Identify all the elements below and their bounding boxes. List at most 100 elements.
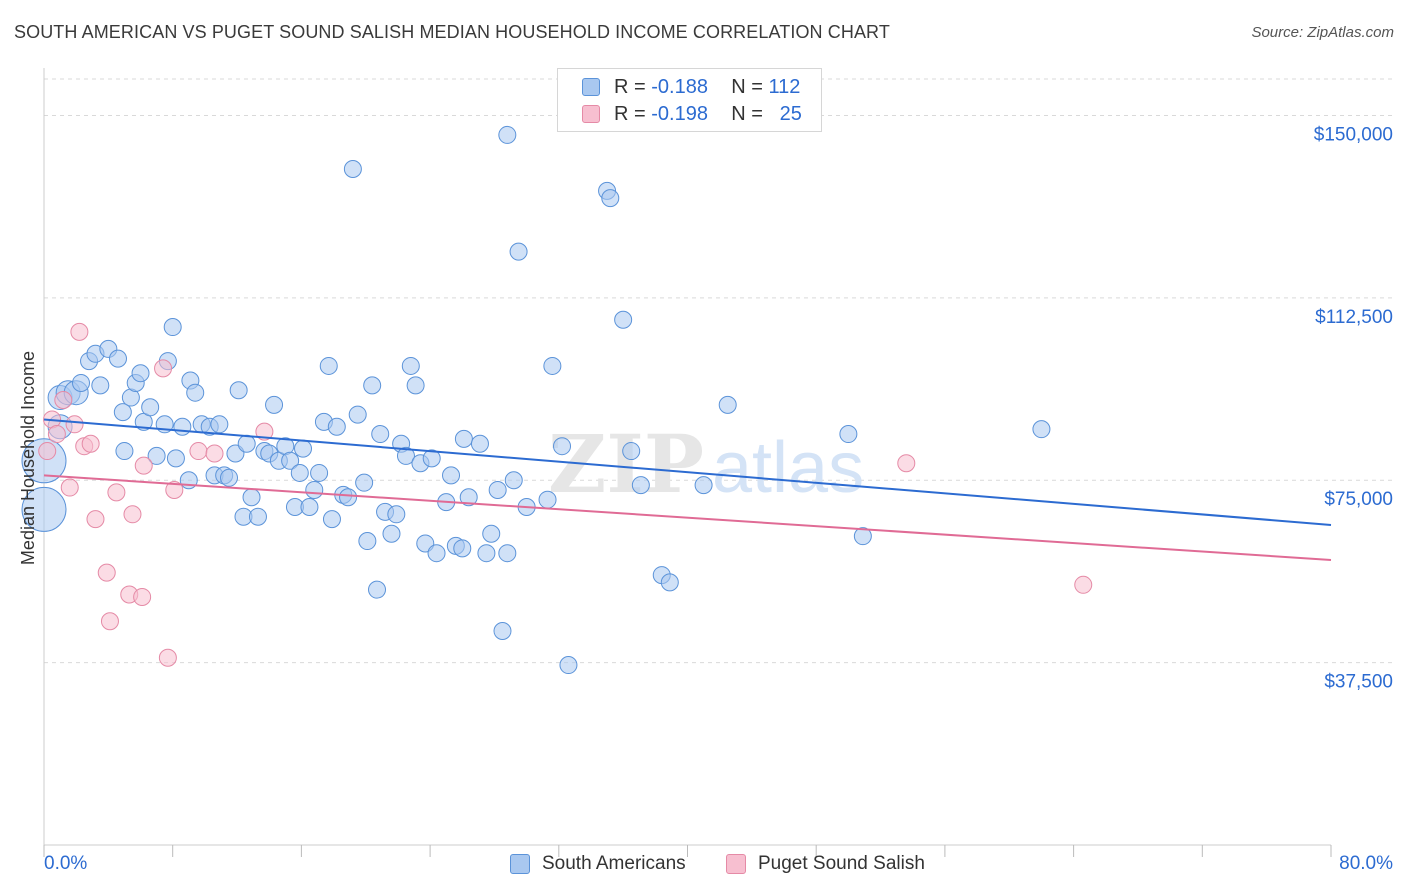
- data-point: [158, 648, 177, 667]
- data-point: [310, 463, 329, 482]
- trend-line-puget-sound-salish: [43, 474, 1332, 561]
- y-tick-label: $75,000: [1324, 489, 1393, 510]
- data-point: [493, 622, 512, 641]
- data-point: [327, 417, 346, 436]
- data-point: [115, 442, 134, 461]
- data-point: [387, 505, 406, 524]
- data-point: [100, 612, 119, 631]
- data-point: [470, 434, 489, 453]
- data-point: [422, 449, 441, 468]
- data-point: [255, 422, 274, 441]
- data-point: [163, 318, 182, 337]
- legend-r-value: -0.198: [651, 102, 708, 125]
- south-americans-points: [21, 125, 1051, 675]
- data-point: [21, 486, 67, 532]
- data-point: [220, 468, 239, 487]
- data-point: [504, 471, 523, 490]
- data-point: [453, 539, 472, 558]
- data-point: [355, 473, 374, 492]
- data-point: [189, 442, 208, 461]
- data-point: [81, 434, 100, 453]
- y-tick-label: $150,000: [1314, 124, 1393, 145]
- data-point: [368, 580, 387, 599]
- data-point: [294, 439, 313, 458]
- legend-r-value: -0.188: [651, 75, 708, 98]
- data-point: [396, 446, 415, 465]
- data-point: [363, 376, 382, 395]
- data-point: [109, 349, 128, 368]
- data-point: [406, 376, 425, 395]
- trend-line-south-americans: [43, 418, 1332, 526]
- data-point: [154, 359, 173, 378]
- data-point: [265, 395, 284, 414]
- data-point: [382, 524, 401, 543]
- bottom-legend-swatch-pink: [726, 854, 746, 874]
- y-axis-label: Median Household Income: [18, 351, 38, 565]
- bottom-legend-label: Puget Sound Salish: [758, 853, 925, 874]
- data-point: [401, 356, 420, 375]
- data-point: [86, 510, 105, 529]
- x-min-label: 0.0%: [44, 853, 87, 874]
- data-point: [319, 356, 338, 375]
- data-point: [290, 463, 309, 482]
- data-point: [442, 466, 461, 485]
- data-point: [210, 415, 229, 434]
- legend-row-puget-sound-salish: R = -0.198 N = 25: [582, 102, 802, 126]
- data-point: [242, 488, 261, 507]
- data-point: [60, 478, 79, 497]
- data-point: [72, 373, 91, 392]
- data-point: [543, 356, 562, 375]
- data-point: [694, 476, 713, 495]
- data-point: [358, 532, 377, 551]
- data-point: [305, 480, 324, 499]
- data-point: [1074, 575, 1093, 594]
- legend-n-value: 25: [779, 102, 802, 125]
- data-point: [839, 425, 858, 444]
- data-point: [371, 425, 390, 444]
- data-point: [131, 364, 150, 383]
- data-point: [91, 376, 110, 395]
- data-point: [509, 242, 528, 261]
- gridlines: [44, 78, 1395, 664]
- data-point: [133, 587, 152, 606]
- data-point: [166, 449, 185, 468]
- data-point: [205, 444, 224, 463]
- data-point: [718, 395, 737, 414]
- data-point: [631, 476, 650, 495]
- trend-lines: [43, 418, 1332, 561]
- data-point: [897, 454, 916, 473]
- data-point: [107, 483, 126, 502]
- data-point: [538, 490, 557, 509]
- data-point: [339, 488, 358, 507]
- legend-n-value: 112: [768, 75, 801, 98]
- data-point: [165, 480, 184, 499]
- data-point: [248, 507, 267, 526]
- bottom-legend-puget-sound-salish: Puget Sound Salish: [726, 852, 925, 876]
- data-point: [281, 451, 300, 470]
- source-label: Source: ZipAtlas.com: [1251, 24, 1394, 41]
- data-point: [173, 417, 192, 436]
- data-point: [454, 429, 473, 448]
- data-point: [186, 383, 205, 402]
- legend-row-south-americans: R = -0.188 N = 112: [582, 75, 800, 99]
- watermark-zip: ZIP: [548, 417, 704, 511]
- data-point: [229, 381, 248, 400]
- data-point: [70, 322, 89, 341]
- bottom-legend-swatch-blue: [510, 854, 530, 874]
- data-point: [47, 425, 66, 444]
- correlation-legend: R = -0.188 N = 112 R = -0.198 N = 25: [557, 68, 822, 132]
- data-point: [97, 563, 116, 582]
- x-max-label: 80.0%: [1339, 853, 1393, 874]
- data-point: [553, 437, 572, 456]
- data-point: [1032, 420, 1051, 439]
- legend-swatch-pink: [582, 105, 600, 123]
- tick-labels: $37,500 $75,000 $112,500 $150,000: [1314, 124, 1393, 692]
- bottom-legend-label: South Americans: [542, 853, 686, 874]
- chart-title: SOUTH AMERICAN VS PUGET SOUND SALISH MED…: [14, 22, 890, 42]
- watermark-atlas: atlas: [712, 428, 864, 508]
- data-point: [622, 442, 641, 461]
- data-point: [322, 510, 341, 529]
- data-point: [65, 415, 84, 434]
- data-point: [559, 656, 578, 675]
